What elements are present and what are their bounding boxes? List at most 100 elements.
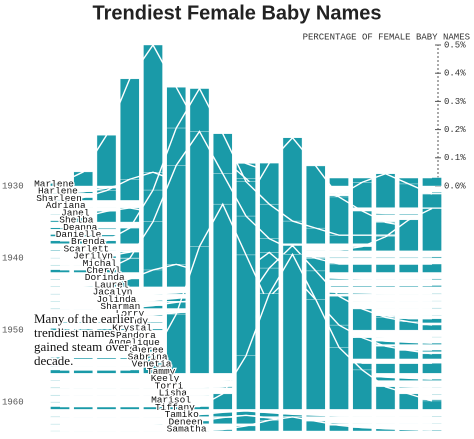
bar [422,400,442,410]
legend-label: Shelba [59,215,94,226]
ridge [50,410,442,418]
bar [399,363,419,374]
legend-label: Cheryl [87,265,122,276]
row-tick-label: 1950 [2,325,24,335]
chart-title: Trendiest Female Baby Names [92,2,381,24]
bar [352,234,372,244]
legend-label: Deneen [168,416,202,427]
legend-label: Harlene [38,186,78,197]
bar [422,353,442,360]
ridge-outline [59,43,432,184]
bar [329,177,349,187]
y-tick-label: 0.3% [444,97,466,107]
bar [120,207,140,223]
ridge-outline [60,87,432,242]
legend-label: Sabrina [128,351,168,362]
bar [120,227,140,244]
bar [422,193,442,208]
legend-label: Marisol [151,395,191,406]
legend-label: Janel [61,207,90,218]
row-tick-label: 1930 [2,181,24,191]
bar [143,221,163,273]
bar [73,171,93,187]
legend-label: Jerilyn [73,251,113,262]
legend-label: Sheree [129,344,164,355]
legend-label: Lorry [116,308,145,319]
ridge [50,43,442,187]
legend-label: Tiffany [155,402,195,413]
legend-label: Laurel [94,279,129,290]
legend-label: Venetia [132,359,172,370]
bar [422,208,442,252]
legend-label: Dorinda [85,272,125,283]
ridge-outline [60,252,433,408]
bar [375,222,396,237]
labels: 0.0% 0.1% 0.2% 0.3% 0.4% 0.5% 1930 1940 1950 1960… [2,40,466,435]
annotation: trendiest names [34,325,115,340]
bar [282,254,303,410]
bar [422,177,442,187]
bar [399,263,419,273]
legend-label: Danielle [56,229,102,240]
legend-label: Tamiko [165,409,200,420]
legend-label: Brenda [71,236,106,247]
legend-label: Keely [151,373,180,384]
row-tick-label: 1960 [2,398,24,408]
legend-label: Krystal [112,323,152,334]
bar [375,363,396,374]
ridge [50,207,442,252]
legend-label: Sharman [100,301,140,312]
bar [282,220,303,244]
legend-label: Sharleen [36,193,82,204]
bar [422,363,442,374]
axis-label: PERCENTAGE OF FEMALE BABY NAMES [303,32,470,42]
bar [213,393,233,410]
ridge-outline [60,416,433,432]
legend-label: Mindy [120,315,149,326]
annotation: decade. [34,353,73,368]
bar [282,416,303,432]
row-tick-label: 1940 [2,253,24,263]
legend-label: Pandora [116,330,156,341]
legend-label: Marlene [34,179,74,190]
bar [329,263,349,273]
legend-label: Jolinda [96,294,136,305]
legend-label: Michal [83,258,118,269]
legend-label: Angelique [108,337,160,348]
bar [375,386,396,410]
bar [120,258,140,273]
bar [96,135,117,187]
annotation: gained steam over a [34,339,138,354]
legend-label: Tammy [147,366,176,377]
legend-label: Torri [155,380,184,391]
legend-label: Scarlett [63,243,109,254]
ridge [50,416,442,432]
bar [422,324,442,331]
ridge-outline [60,130,432,271]
legend-label: Samatha [167,424,207,435]
bar [375,173,396,208]
y-tick-label: 0.1% [444,153,466,163]
bar [306,299,326,410]
ridge-outline [60,414,432,425]
y-tick-label: 0.2% [444,125,466,135]
bar [352,263,372,273]
bar [352,369,372,410]
legend-label: Adriana [46,200,86,211]
legend-label: Lisha [159,387,188,398]
legend-label: Deanna [63,222,98,233]
bar [329,347,349,410]
bar [329,234,349,244]
ridge [50,252,442,410]
ridge-outline [60,410,432,418]
bar [143,44,163,187]
bar [213,203,233,374]
annotation: Many of the earlier [34,311,135,326]
bar [166,264,186,288]
ridge-outline [60,202,432,371]
plot-area [50,43,442,432]
bar [236,355,256,410]
y-tick-label: 0.5% [444,40,466,50]
bar [329,196,349,237]
